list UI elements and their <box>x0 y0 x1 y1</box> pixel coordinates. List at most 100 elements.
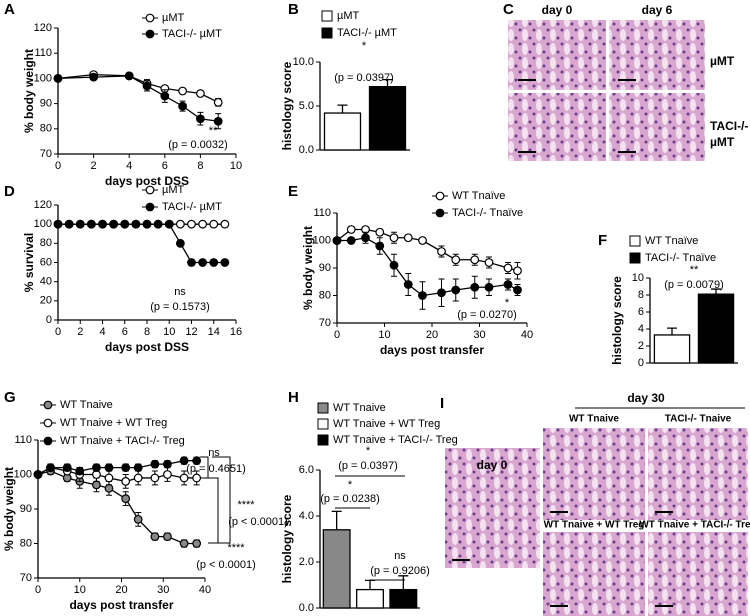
error-bar <box>337 104 348 114</box>
data-point <box>150 459 160 469</box>
legend-label: TACI-/- Tnaïve <box>645 252 716 264</box>
y-tick-label: 0 <box>46 314 52 326</box>
data-point <box>153 219 163 229</box>
y-tick-label: 100 <box>14 468 32 480</box>
x-tick-label: 0 <box>55 326 61 338</box>
y-tick-label: 100 <box>313 234 331 246</box>
data-point <box>195 89 205 98</box>
x-tick-label: 10 <box>74 584 86 596</box>
data-point <box>192 473 202 483</box>
data-point <box>187 258 196 267</box>
data-point <box>150 532 160 541</box>
x-tick-label: 40 <box>521 329 533 341</box>
legend-label: WT Tnaive + WT Treg <box>333 418 440 430</box>
y-tick-label: 90 <box>319 262 331 274</box>
data-point <box>179 456 189 466</box>
data-point <box>142 219 152 229</box>
data-point <box>98 219 107 229</box>
x-tick-label: 30 <box>157 584 169 596</box>
y-tick-label: 110 <box>34 47 52 59</box>
x-tick-label: 10 <box>230 160 242 172</box>
bar <box>653 334 691 364</box>
data-point <box>213 97 223 107</box>
data-point <box>133 473 143 483</box>
legend-label: µMT <box>162 12 185 24</box>
data-point <box>403 233 413 243</box>
legend-label: µMT <box>337 10 360 22</box>
data-point <box>375 227 385 237</box>
legend-label: TACI-/- µMT <box>337 27 397 39</box>
x-axis-label: days post DSS <box>105 174 189 188</box>
data-point <box>178 101 188 111</box>
legend-label: TACI-/- Tnaïve <box>452 207 523 219</box>
data-point <box>195 114 205 124</box>
data-point <box>86 219 96 229</box>
data-point <box>451 255 461 265</box>
x-axis-label: days post DSS <box>105 340 189 354</box>
annotation: (p = 0.9206) <box>370 565 430 577</box>
data-point <box>109 219 119 229</box>
data-point <box>62 463 72 473</box>
data-point <box>53 73 63 83</box>
histology-image <box>543 428 645 520</box>
image-label: day 6 <box>642 3 673 17</box>
data-point <box>133 514 143 524</box>
data-point <box>470 282 480 292</box>
panel-letter: C <box>503 1 514 18</box>
significance-bracket <box>208 477 219 544</box>
histology-image <box>543 532 645 616</box>
data-point <box>418 236 427 245</box>
data-point <box>187 219 196 229</box>
annotation: (p = 0.0032) <box>168 139 228 151</box>
data-point <box>104 463 114 473</box>
x-tick-label: 40 <box>199 584 211 596</box>
data-point <box>503 280 513 289</box>
x-tick-label: 10 <box>378 329 390 341</box>
y-tick-label: 100 <box>34 218 52 230</box>
annotation: * <box>348 479 353 491</box>
data-point <box>121 494 131 504</box>
legend-swatch <box>321 27 333 39</box>
y-axis-label: histology score <box>280 494 294 583</box>
series-line <box>37 466 197 483</box>
legend-label: µMT <box>162 184 185 196</box>
y-tick-label: 10 <box>632 272 644 284</box>
y-tick-label: 100 <box>34 72 52 84</box>
legend-label: WT Tnaive + TACI-/- Treg <box>333 434 458 446</box>
data-point <box>470 255 480 265</box>
y-tick-label: 80 <box>20 537 32 549</box>
data-point <box>213 116 223 126</box>
data-point <box>163 470 172 479</box>
y-tick-label: 10.0 <box>293 56 314 68</box>
image-label: µMT <box>710 54 735 68</box>
image-label: µMT <box>710 135 735 149</box>
x-tick-label: 6 <box>162 160 168 172</box>
x-tick-label: 8 <box>144 326 150 338</box>
bar <box>368 85 407 151</box>
image-label: WT Tnaive + TACI-/- Treg <box>639 520 750 531</box>
annotation: **** <box>237 499 255 511</box>
data-point <box>131 219 141 229</box>
x-tick-label: 8 <box>197 160 203 172</box>
data-point <box>375 241 385 251</box>
legend-marker <box>145 13 155 23</box>
y-tick-label: 5.0 <box>299 100 314 112</box>
error-bar <box>365 579 375 590</box>
x-tick-label: 2 <box>77 326 83 338</box>
significance-bracket <box>212 456 231 544</box>
legend-marker <box>145 29 155 39</box>
histology-image <box>508 93 606 161</box>
data-point <box>175 219 185 229</box>
x-tick-label: 4 <box>126 160 132 172</box>
image-label: WT Tnaive + WT Treg <box>544 520 645 531</box>
y-axis-label: % body weight <box>2 467 16 551</box>
data-point <box>163 532 172 541</box>
y-tick-label: 110 <box>14 434 32 446</box>
data-point <box>121 463 131 473</box>
y-tick-label: 80 <box>319 289 331 301</box>
x-tick-label: 20 <box>115 584 127 596</box>
data-point <box>163 459 172 469</box>
x-tick-label: 0 <box>334 329 340 341</box>
data-point <box>361 233 370 243</box>
